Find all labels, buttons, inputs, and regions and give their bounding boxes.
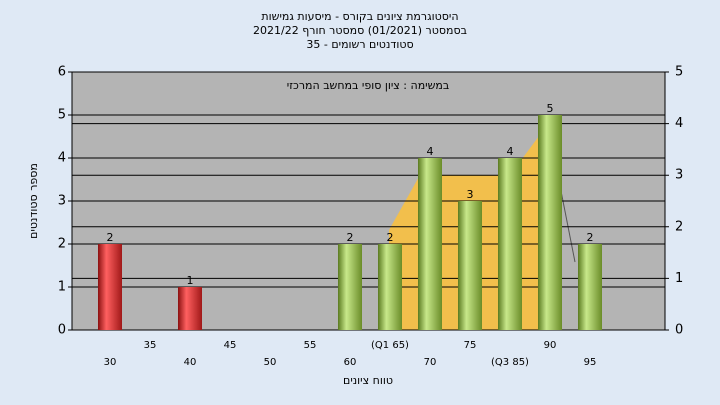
bar — [498, 158, 522, 330]
title-line: בסמסטר (01/2021) סמסטר חורף 2021/22 — [253, 24, 467, 37]
bar — [178, 287, 202, 330]
bar — [538, 115, 562, 330]
x-tick-label: 45 — [224, 340, 237, 351]
y-tick-label: 3 — [58, 194, 66, 209]
value-label: 5 — [547, 102, 554, 115]
x-tick-label: (Q1 65) — [371, 340, 409, 351]
x-tick-label: 75 — [464, 340, 477, 351]
value-label: 2 — [387, 231, 394, 244]
bar — [578, 244, 602, 330]
bar — [458, 201, 482, 330]
title-line: היסטוגרמת ציונים בקורס - מיסעות גמישות — [261, 10, 458, 23]
value-label: 3 — [467, 188, 474, 201]
y2-tick-label: 2 — [675, 219, 683, 234]
x-tick-label: 70 — [424, 357, 437, 368]
bar — [418, 158, 442, 330]
y-tick-label: 5 — [58, 108, 66, 123]
y-tick-label: 1 — [58, 280, 66, 295]
y2-tick-label: 0 — [675, 323, 683, 338]
y-tick-label: 0 — [58, 323, 66, 338]
value-label: 2 — [587, 231, 594, 244]
annotation: במשימה : ציון סופי במחשב המרכזי — [287, 79, 450, 92]
y2-tick-label: 3 — [675, 168, 683, 183]
y-tick-label: 4 — [58, 151, 66, 166]
x-tick-label: 35 — [144, 340, 157, 351]
x-axis-label: טווח ציונים — [343, 374, 393, 387]
value-label: 1 — [187, 274, 194, 287]
y-tick-label: 2 — [58, 237, 66, 252]
bar — [98, 244, 122, 330]
x-tick-label: 60 — [344, 357, 357, 368]
x-tick-label: 50 — [264, 357, 277, 368]
y2-tick-label: 4 — [675, 116, 683, 131]
bar — [338, 244, 362, 330]
value-label: 4 — [507, 145, 514, 158]
x-tick-label: (Q3 85) — [491, 357, 529, 368]
x-tick-label: 90 — [544, 340, 557, 351]
x-tick-label: 40 — [184, 357, 197, 368]
value-label: 2 — [107, 231, 114, 244]
x-tick-label: 30 — [104, 357, 117, 368]
value-label: 4 — [427, 145, 434, 158]
y2-tick-label: 5 — [675, 65, 683, 80]
value-label: 2 — [347, 231, 354, 244]
x-tick-label: 55 — [304, 340, 317, 351]
bar — [378, 244, 402, 330]
y-tick-label: 6 — [58, 65, 66, 80]
y2-tick-label: 1 — [675, 271, 683, 286]
x-tick-label: 95 — [584, 357, 597, 368]
y-axis-label: מספר סטודנטים — [27, 163, 40, 239]
title-line: סטודנטים רשומים - 35 — [306, 38, 413, 51]
